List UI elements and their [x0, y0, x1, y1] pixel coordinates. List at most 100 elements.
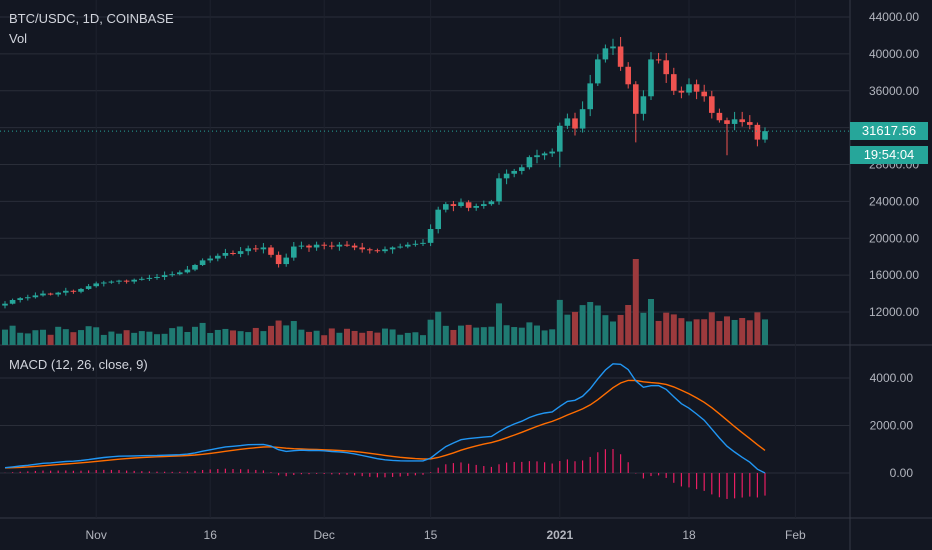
volume-bar [686, 321, 692, 345]
price-tick-label: 12000.00 [869, 305, 919, 319]
volume-bar [17, 332, 24, 345]
volume-bar [473, 327, 480, 345]
candle-body [177, 272, 183, 275]
candle-body [458, 202, 464, 206]
macd-signal-line [4, 379, 766, 469]
volume-bar [632, 259, 639, 345]
candle-body [116, 280, 122, 282]
volume-bar [670, 314, 677, 345]
time-tick-label: 2021 [546, 528, 573, 542]
volume-bar [161, 333, 168, 345]
candle-body [747, 122, 753, 125]
volume-bar [40, 329, 46, 345]
price-tick-label: 40000.00 [869, 47, 919, 61]
time-tick-label: 16 [204, 528, 218, 542]
volume-bar [62, 329, 69, 345]
volume-bar [572, 311, 578, 345]
price-tick-label: 24000.00 [869, 194, 919, 208]
volume-bar [359, 332, 366, 345]
candle-body [9, 300, 16, 304]
candle-body [131, 279, 137, 282]
macd-label: MACD (12, 26, close, 9) [9, 357, 148, 372]
candle-body [579, 109, 586, 129]
candle-body [336, 244, 343, 247]
candle-body [701, 91, 707, 97]
macd-tick-label: 2000.00 [870, 419, 914, 433]
candle-body [283, 257, 289, 265]
candle-body [298, 245, 305, 247]
time-tick-label: Dec [314, 528, 335, 542]
volume-bar [78, 330, 84, 345]
candle-body [154, 276, 160, 278]
candle-body [526, 157, 533, 168]
volume-bar [275, 320, 282, 345]
volume-bar [701, 319, 708, 345]
volume-bar [245, 332, 252, 345]
candle-body [473, 205, 479, 208]
time-tick-label: 18 [682, 528, 696, 542]
volume-bar [625, 305, 632, 345]
candle-body [382, 249, 388, 252]
candle-body [602, 48, 609, 60]
volume-bar [32, 330, 39, 345]
volume-bar [404, 332, 411, 345]
volume-bar [526, 322, 533, 345]
time-tick-label: 15 [424, 528, 438, 542]
volume-bar [47, 334, 54, 345]
candle-body [671, 74, 677, 91]
candle-body [321, 244, 327, 246]
volume-bar [260, 331, 267, 345]
candle-body [716, 112, 723, 121]
volume-bar [610, 321, 616, 345]
price-tick-label: 16000.00 [869, 268, 919, 282]
candle-body [557, 125, 563, 152]
candle-body [511, 170, 517, 174]
volume-bar [640, 312, 647, 345]
volume-bar [427, 319, 434, 345]
volume-bar [708, 312, 715, 345]
price-tick-label: 44000.00 [869, 10, 919, 24]
candle-body [85, 286, 92, 289]
candle-body [564, 118, 571, 126]
last-price-tag: 31617.56 [850, 122, 928, 140]
candle-body [55, 292, 61, 295]
candle-body [161, 275, 168, 277]
macd-line [4, 363, 766, 474]
candle-body [731, 119, 738, 124]
volume-bar [214, 329, 221, 345]
candle-body [253, 248, 259, 250]
candle-body [625, 66, 631, 85]
volume-bar [579, 305, 586, 345]
volume-bar [146, 331, 153, 345]
candle-body [17, 298, 23, 301]
volume-bar [268, 325, 274, 345]
volume-bar [678, 318, 685, 345]
candle-body [427, 229, 434, 243]
candle-body [40, 293, 46, 296]
volume-bar [503, 325, 510, 345]
candle-body [762, 131, 768, 140]
candle-body [488, 201, 495, 205]
volume-bar [192, 326, 198, 345]
candle-body [32, 295, 39, 298]
volume-bar [138, 331, 145, 345]
candle-body [655, 59, 662, 61]
volume-bar [731, 319, 738, 345]
candle-body [230, 253, 236, 254]
volume-bar [184, 331, 191, 345]
volume-bar [366, 331, 373, 345]
candle-body [549, 151, 555, 154]
macd-tick-label: 4000.00 [870, 371, 914, 385]
volume-bar [541, 330, 548, 345]
candle-body [397, 246, 403, 248]
volume-bar [306, 331, 312, 345]
volume-bar [351, 330, 358, 345]
candle-body [329, 245, 335, 247]
candle-body [139, 278, 145, 280]
volume-bar [435, 311, 442, 345]
volume-bar [374, 332, 381, 345]
volume-bar [24, 333, 31, 345]
volume-bar [587, 301, 594, 345]
volume-bar [511, 327, 518, 345]
